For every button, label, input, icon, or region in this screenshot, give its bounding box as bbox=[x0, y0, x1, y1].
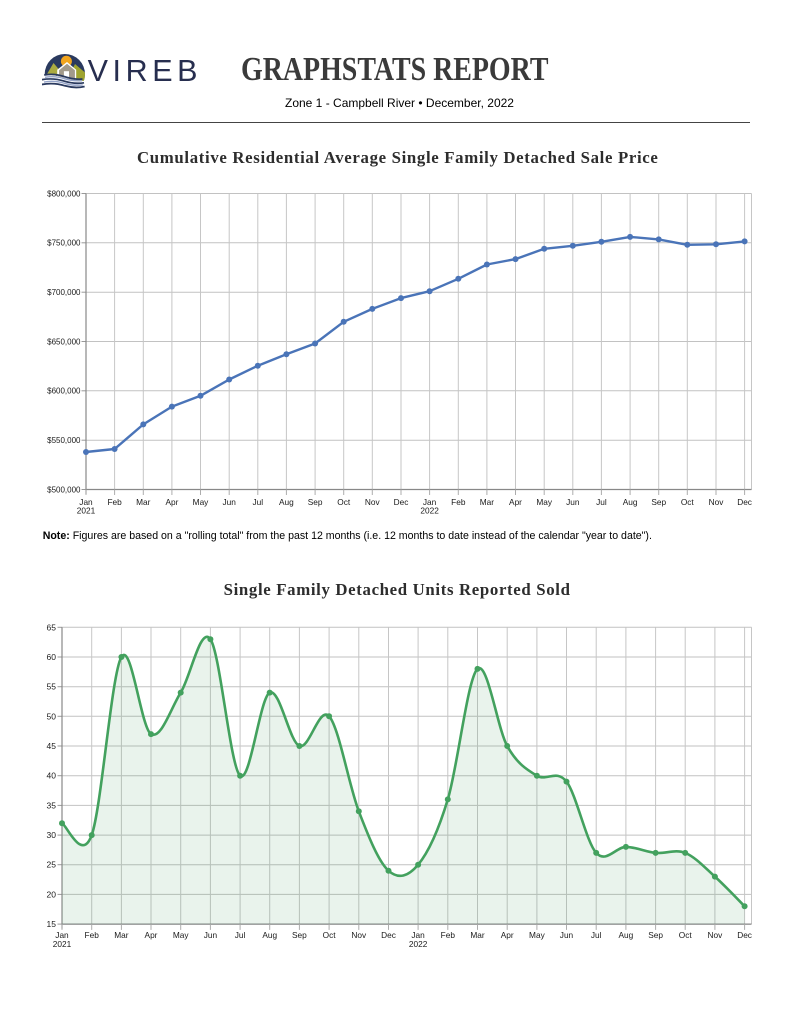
svg-text:$500,000: $500,000 bbox=[47, 485, 81, 494]
svg-text:Oct: Oct bbox=[679, 930, 693, 940]
svg-text:$650,000: $650,000 bbox=[47, 337, 81, 346]
svg-text:2021: 2021 bbox=[53, 939, 72, 949]
svg-text:Aug: Aug bbox=[279, 497, 294, 507]
svg-text:Oct: Oct bbox=[337, 497, 351, 507]
svg-text:Mar: Mar bbox=[480, 497, 495, 507]
svg-text:Aug: Aug bbox=[623, 497, 638, 507]
svg-text:$800,000: $800,000 bbox=[47, 189, 81, 198]
svg-text:Jun: Jun bbox=[204, 930, 218, 940]
svg-text:$550,000: $550,000 bbox=[47, 436, 81, 445]
svg-text:55: 55 bbox=[47, 682, 57, 692]
svg-text:$600,000: $600,000 bbox=[47, 387, 81, 396]
svg-text:Feb: Feb bbox=[451, 497, 466, 507]
svg-text:2021: 2021 bbox=[77, 506, 96, 516]
svg-text:May: May bbox=[529, 930, 546, 940]
svg-text:Oct: Oct bbox=[681, 497, 695, 507]
svg-text:Oct: Oct bbox=[323, 930, 337, 940]
svg-text:Jun: Jun bbox=[566, 497, 580, 507]
svg-text:Feb: Feb bbox=[107, 497, 122, 507]
svg-text:Sep: Sep bbox=[308, 497, 323, 507]
svg-text:50: 50 bbox=[47, 711, 57, 721]
svg-text:Sep: Sep bbox=[648, 930, 663, 940]
svg-text:60: 60 bbox=[47, 652, 57, 662]
svg-text:20: 20 bbox=[47, 889, 57, 899]
svg-text:Jul: Jul bbox=[596, 497, 607, 507]
svg-text:35: 35 bbox=[47, 800, 57, 810]
svg-text:40: 40 bbox=[47, 771, 57, 781]
svg-text:2022: 2022 bbox=[420, 506, 439, 516]
svg-text:Feb: Feb bbox=[85, 930, 100, 940]
svg-text:Dec: Dec bbox=[737, 497, 752, 507]
svg-text:Dec: Dec bbox=[394, 497, 409, 507]
svg-text:Dec: Dec bbox=[381, 930, 396, 940]
svg-text:Jul: Jul bbox=[235, 930, 246, 940]
svg-text:Nov: Nov bbox=[709, 497, 725, 507]
svg-text:Jun: Jun bbox=[223, 497, 237, 507]
svg-text:Dec: Dec bbox=[737, 930, 752, 940]
svg-text:45: 45 bbox=[47, 741, 57, 751]
svg-text:Jul: Jul bbox=[252, 497, 263, 507]
svg-text:Apr: Apr bbox=[165, 497, 178, 507]
svg-text:Feb: Feb bbox=[441, 930, 456, 940]
svg-text:Sep: Sep bbox=[292, 930, 307, 940]
svg-text:Nov: Nov bbox=[351, 930, 367, 940]
svg-text:65: 65 bbox=[47, 622, 57, 632]
svg-text:Mar: Mar bbox=[470, 930, 485, 940]
svg-text:15: 15 bbox=[47, 919, 57, 929]
svg-text:Jun: Jun bbox=[560, 930, 574, 940]
svg-text:May: May bbox=[536, 497, 553, 507]
svg-text:$750,000: $750,000 bbox=[47, 239, 81, 248]
svg-text:May: May bbox=[173, 930, 190, 940]
svg-text:Jan: Jan bbox=[55, 930, 69, 940]
svg-text:Jan: Jan bbox=[79, 497, 93, 507]
svg-text:Apr: Apr bbox=[509, 497, 522, 507]
svg-text:Sep: Sep bbox=[651, 497, 666, 507]
svg-text:Nov: Nov bbox=[365, 497, 381, 507]
svg-text:Jul: Jul bbox=[591, 930, 602, 940]
svg-text:Apr: Apr bbox=[145, 930, 158, 940]
svg-text:30: 30 bbox=[47, 830, 57, 840]
svg-text:Aug: Aug bbox=[619, 930, 634, 940]
svg-text:Nov: Nov bbox=[708, 930, 724, 940]
svg-text:Apr: Apr bbox=[501, 930, 514, 940]
svg-text:Mar: Mar bbox=[114, 930, 129, 940]
svg-text:2022: 2022 bbox=[409, 939, 428, 949]
svg-text:$700,000: $700,000 bbox=[47, 288, 81, 297]
svg-text:Jan: Jan bbox=[411, 930, 425, 940]
svg-text:Jan: Jan bbox=[423, 497, 437, 507]
svg-text:May: May bbox=[193, 497, 210, 507]
svg-text:Aug: Aug bbox=[262, 930, 277, 940]
svg-text:Mar: Mar bbox=[136, 497, 151, 507]
svg-text:25: 25 bbox=[47, 860, 57, 870]
